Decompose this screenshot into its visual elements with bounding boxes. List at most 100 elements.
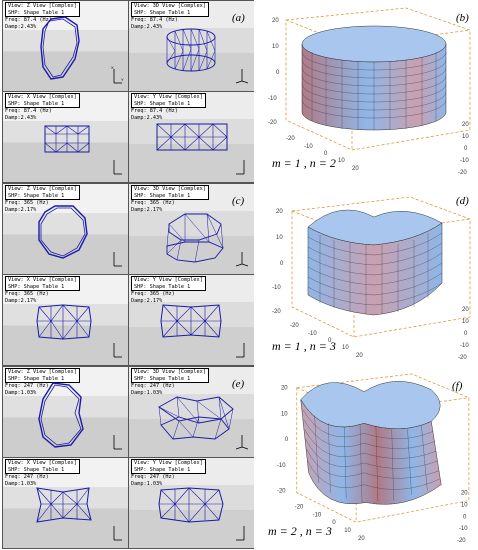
view-info: View: X View [Complex] SHP: Shape Table 1…: [5, 276, 80, 304]
mode-label: m = 1 , n = 3: [272, 339, 336, 353]
y-tick: -20: [458, 170, 467, 176]
z-tick: 0: [276, 70, 280, 76]
view-info: View: Z View [Complex] SHP: Shape Table 1…: [5, 368, 80, 396]
x-view-panel: View: X View [Complex] SHP: Shape Table 1…: [3, 92, 128, 182]
z-tick: -20: [277, 489, 286, 495]
x-tick: -20: [290, 323, 299, 329]
y-tick: 0: [463, 514, 467, 520]
3d-view-panel: View: 3D View [Complex] SHP: Shape Table …: [129, 184, 254, 274]
x-tick: -10: [304, 144, 313, 150]
z-tick: -20: [272, 309, 281, 315]
cylinder-surface-plot: 20 10 0 -10 -20 -20 -10 0 10 20 -20 -10 …: [277, 373, 470, 544]
axis-triad-icon: [113, 160, 122, 175]
view-info: View: 3D View [Complex] SHP: Shape Table …: [131, 368, 209, 396]
panel-label-left: (e): [232, 378, 245, 390]
z-tick: -20: [268, 120, 277, 126]
mesh-plot: [156, 123, 228, 151]
mode-label: m = 2 , n = 3: [268, 524, 332, 538]
z-tick: 0: [280, 261, 284, 267]
y-tick: 10: [461, 502, 468, 508]
3d-view-panel: View: 3D View [Complex] SHP: Shape Table …: [129, 367, 254, 457]
x-tick: 0: [332, 520, 336, 526]
z-view-panel: View: Z View [Complex] SHP: Shape Table 1…: [3, 367, 128, 457]
x-tick: 10: [338, 158, 345, 164]
x-tick: 20: [352, 166, 359, 172]
view-info: View: Y View [Complex] SHP: Shape Table 1…: [131, 459, 206, 487]
y-tick: 20: [461, 491, 468, 497]
axis-triad-icon: [236, 526, 245, 541]
figure-row-1: View: Z View [Complex] SHP: Shape Table 1…: [0, 0, 478, 183]
x-tick: 0: [328, 338, 332, 344]
panel-label-right: (d): [456, 195, 469, 207]
z-tick: 20: [276, 209, 283, 215]
z-tick: 20: [281, 386, 288, 392]
y-tick: 20: [462, 307, 469, 313]
panel-label-left: (c): [232, 195, 245, 207]
mesh-plot: [160, 304, 222, 338]
mesh-plot: [36, 487, 92, 523]
x-tick: 20: [358, 536, 365, 542]
axis-triad-icon: [113, 435, 122, 450]
z-tick: 10: [281, 411, 288, 417]
view-info: View: X View [Complex] SHP: Shape Table 1…: [5, 93, 80, 121]
axis-triad-icon: [113, 252, 122, 267]
mesh-plot: [44, 125, 90, 153]
z-tick: 10: [272, 44, 279, 50]
axis-triad-icon: [235, 69, 249, 84]
3d-view-panel: View: 3D View [Complex] SHP: Shape Table …: [129, 1, 254, 91]
axis-triad-icon: [235, 435, 249, 450]
mesh-plot: [40, 16, 80, 80]
y-tick: -10: [460, 158, 469, 164]
y-view-panel: View: Y View [Complex] SHP: Shape Table 1…: [129, 458, 254, 548]
y-tick: -10: [460, 343, 469, 349]
y-tick: -10: [459, 526, 468, 532]
fem-view-grid-1: View: Z View [Complex] SHP: Shape Table 1…: [2, 0, 254, 183]
figure-row-2: View: Z View [Complex] SHP: Shape Table 1…: [0, 183, 478, 366]
view-info: View: 3D View [Complex] SHP: Shape Table …: [131, 2, 209, 30]
view-info: View: Y View [Complex] SHP: Shape Table 1…: [131, 93, 206, 121]
z-tick: -10: [272, 285, 281, 291]
panel-label-right: (f): [452, 380, 463, 392]
y-tick: -20: [457, 538, 466, 544]
x-tick: 10: [344, 528, 351, 534]
view-info: View: X View [Complex] SHP: Shape Table 1…: [5, 459, 80, 487]
cylinder-surface-plot: 20 10 0 -10 -20 -20 -10 0 10 20 -20 -10 …: [272, 196, 471, 361]
mesh-plot: [36, 304, 92, 340]
view-info: View: Y View [Complex] SHP: Shape Table 1…: [131, 276, 206, 304]
x-tick: 0: [324, 151, 328, 157]
fem-view-grid-2: View: Z View [Complex] SHP: Shape Table 1…: [2, 183, 254, 366]
y-tick: 10: [462, 134, 469, 140]
svg-text:X: X: [111, 65, 114, 70]
x-tick: -20: [286, 136, 295, 142]
y-tick: 10: [462, 319, 469, 325]
z-tick: 0: [285, 437, 289, 443]
y-view-panel: View: Y View [Complex] SHP: Shape Table 1…: [129, 275, 254, 365]
mesh-plot: [38, 205, 88, 259]
axis-triad-icon: [236, 160, 245, 175]
axis-triad-icon: [113, 343, 122, 358]
axis-triad-icon: XY: [111, 65, 124, 84]
panel-label-right: (b): [456, 12, 469, 24]
z-tick: 20: [272, 18, 279, 24]
svg-text:Y: Y: [121, 77, 124, 82]
mesh-plot: [158, 487, 224, 523]
fem-view-grid-3: View: Z View [Complex] SHP: Shape Table 1…: [2, 366, 254, 549]
x-view-panel: View: X View [Complex] SHP: Shape Table 1…: [3, 458, 128, 548]
y-tick: 0: [464, 146, 468, 152]
figure-row-3: View: Z View [Complex] SHP: Shape Table 1…: [0, 366, 478, 550]
view-info: View: Z View [Complex] SHP: Shape Table 1…: [5, 2, 80, 30]
cylinder-surface-plot: 20 10 0 -10 -20 -20 -10 0 10 20 -20 -10 …: [268, 7, 471, 176]
z-tick: -10: [277, 463, 286, 469]
z-view-panel: View: Z View [Complex] SHP: Shape Table 1…: [3, 1, 128, 91]
mesh-plot: [158, 396, 234, 440]
panel-label-left: (a): [232, 12, 245, 24]
x-tick: -10: [308, 331, 317, 337]
x-view-panel: View: X View [Complex] SHP: Shape Table 1…: [3, 275, 128, 365]
y-view-panel: View: Y View [Complex] SHP: Shape Table 1…: [129, 92, 254, 182]
x-tick: -10: [313, 512, 322, 518]
axis-triad-icon: [113, 526, 122, 541]
mesh-plot: [38, 382, 84, 448]
axis-triad-icon: [236, 343, 245, 358]
x-tick: 10: [342, 345, 349, 351]
z-view-panel: View: Z View [Complex] SHP: Shape Table 1…: [3, 184, 128, 274]
